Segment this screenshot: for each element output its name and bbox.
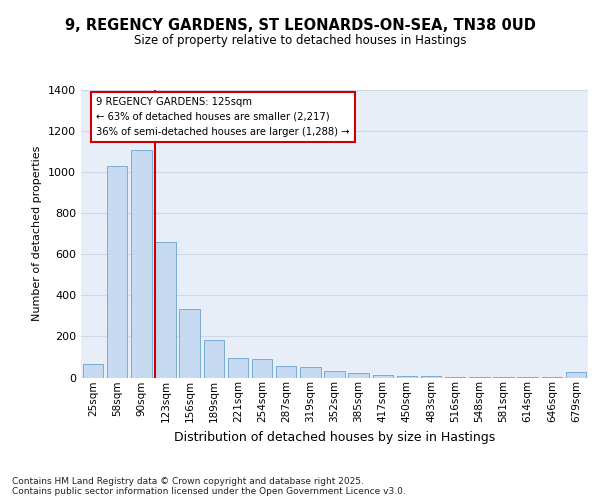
Bar (131, 150, 152, 378)
Bar (349, 374, 369, 378)
Bar (566, 372, 586, 378)
Text: 9, REGENCY GARDENS, ST LEONARDS-ON-SEA, TN38 0UD: 9, REGENCY GARDENS, ST LEONARDS-ON-SEA, … (65, 18, 535, 33)
Bar (179, 308, 200, 378)
Text: 9 REGENCY GARDENS: 125sqm
← 63% of detached houses are smaller (2,217)
36% of se: 9 REGENCY GARDENS: 125sqm ← 63% of detac… (96, 97, 350, 137)
Bar (324, 372, 345, 378)
Bar (421, 376, 442, 378)
Bar (445, 377, 466, 378)
Bar (373, 376, 393, 378)
Text: Contains HM Land Registry data © Crown copyright and database right 2025.
Contai: Contains HM Land Registry data © Crown c… (12, 476, 406, 496)
Bar (252, 359, 272, 378)
Y-axis label: Number of detached properties: Number of detached properties (32, 146, 43, 322)
Bar (155, 242, 176, 378)
Bar (83, 364, 103, 378)
Bar (227, 358, 248, 378)
Bar (203, 340, 224, 378)
Bar (276, 366, 296, 378)
Bar (300, 367, 320, 378)
Bar (397, 376, 417, 378)
Text: Size of property relative to detached houses in Hastings: Size of property relative to detached ho… (134, 34, 466, 47)
X-axis label: Distribution of detached houses by size in Hastings: Distribution of detached houses by size … (174, 430, 495, 444)
Bar (107, 166, 127, 378)
